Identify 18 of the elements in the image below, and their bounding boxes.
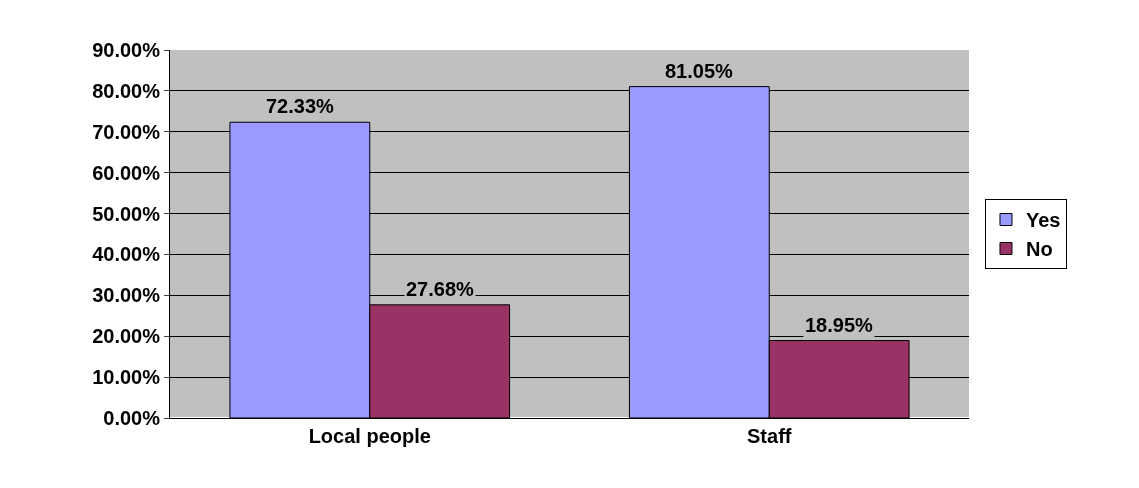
- data-label: 72.33%: [266, 95, 335, 117]
- y-tick-label: 40.00%: [92, 243, 161, 266]
- x-tick-label: Staff: [747, 425, 792, 447]
- data-label: 18.95%: [805, 314, 874, 336]
- data-label: 81.05%: [665, 60, 734, 82]
- y-tick-label: 0.00%: [103, 407, 161, 429]
- y-tick-label: 80.00%: [92, 79, 161, 102]
- legend-label: No: [1025, 238, 1053, 261]
- y-tick-label: 30.00%: [92, 284, 161, 307]
- y-tick-label: 10.00%: [92, 366, 161, 389]
- x-tick-label: Local people: [308, 425, 431, 447]
- y-tick-label: 90.00%: [92, 39, 161, 61]
- y-tick-label: 70.00%: [92, 120, 161, 143]
- y-tick-label: 50.00%: [92, 202, 161, 225]
- y-tick-label: 20.00%: [92, 325, 161, 348]
- data-label: 27.68%: [406, 278, 475, 300]
- y-tick-label: 60.00%: [92, 161, 161, 184]
- legend-label: Yes: [1025, 209, 1061, 232]
